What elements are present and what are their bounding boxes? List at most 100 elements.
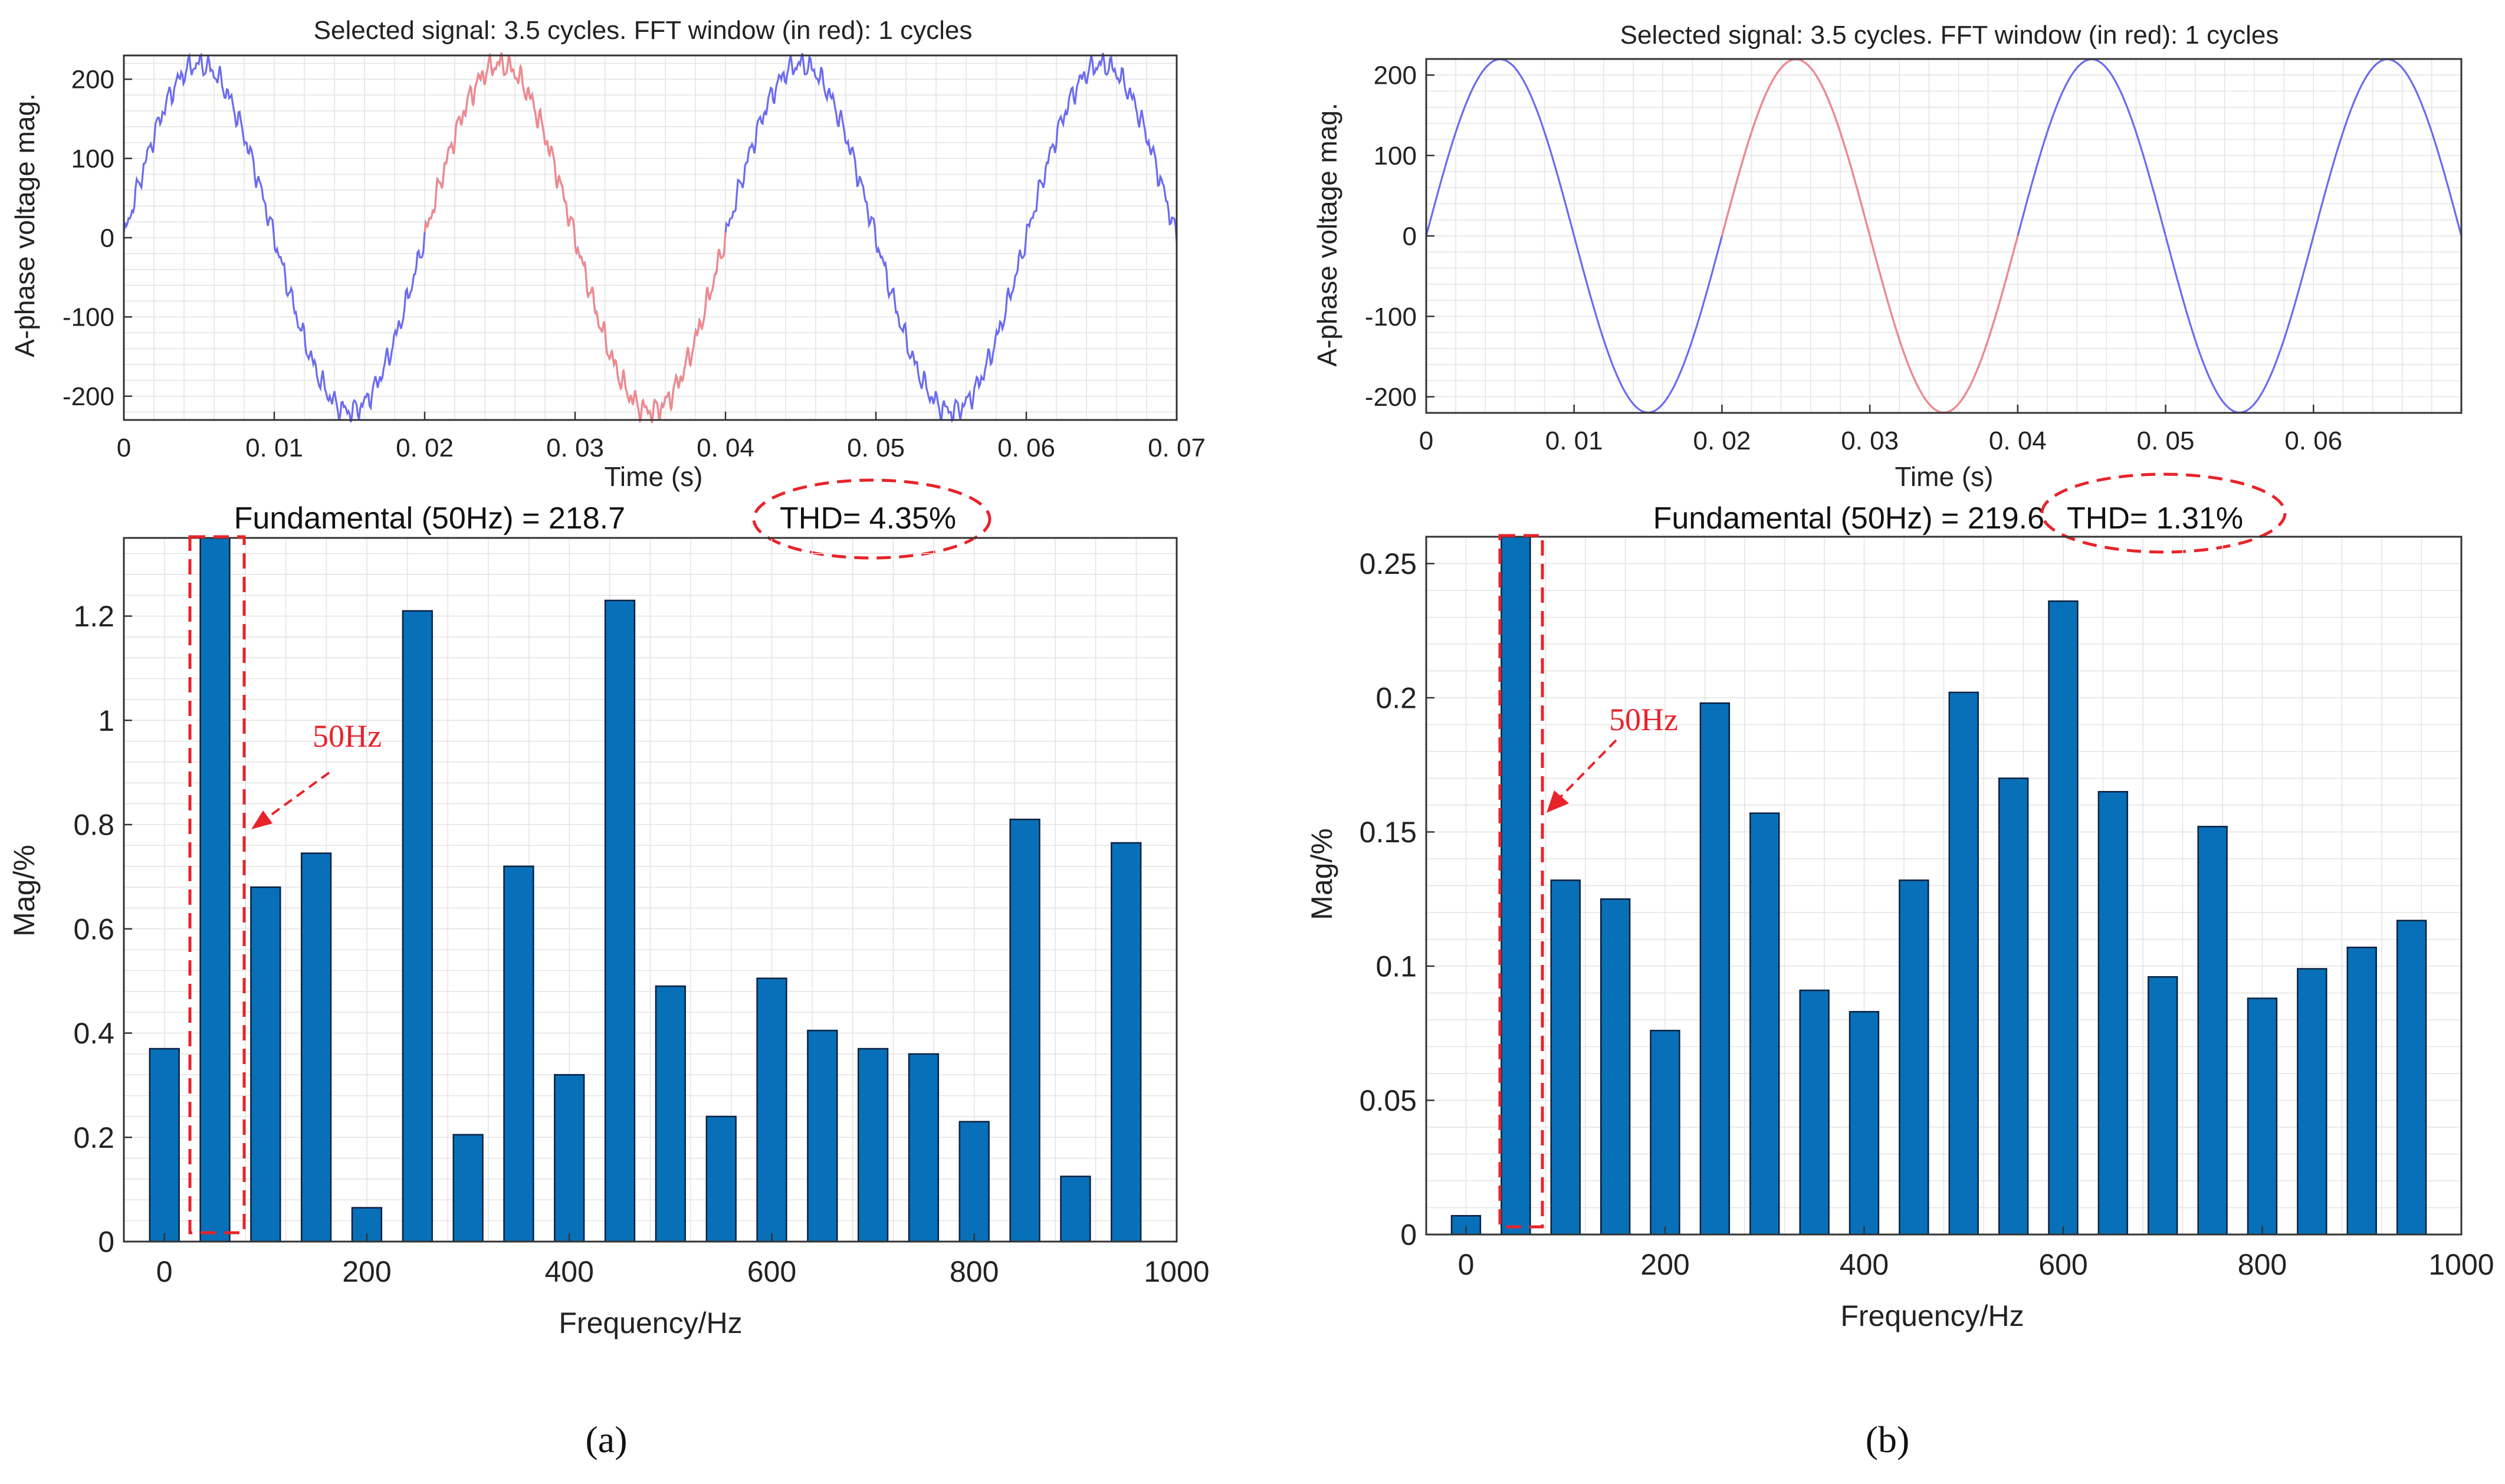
y-tick-label: 0 — [1400, 1219, 1417, 1252]
x-tick-label: 400 — [544, 1255, 593, 1288]
bar-300hz — [1749, 812, 1780, 1236]
bar-400hz — [1849, 1011, 1880, 1236]
panel-b-time-axes-box — [1425, 58, 2463, 414]
bar-100hz — [1550, 879, 1581, 1236]
x-tick-label: 0. 02 — [1693, 426, 1751, 455]
bar-150hz — [300, 852, 332, 1243]
panel-b-thd-highlight — [2040, 472, 2287, 554]
y-tick-label: -100 — [63, 303, 114, 332]
fft-window-line — [423, 52, 727, 423]
bar-50hz — [1501, 536, 1531, 1236]
x-tick-label: 0 — [1458, 1248, 1475, 1281]
y-tick-label: 0.4 — [73, 1017, 114, 1050]
x-tick-label: 0. 03 — [1841, 426, 1899, 455]
bar-450hz — [604, 599, 636, 1243]
x-tick-label: 0 — [156, 1255, 173, 1288]
bar-200hz — [1650, 1029, 1680, 1236]
panel-a-50hz-arrowhead — [251, 810, 273, 829]
x-tick-label: 200 — [342, 1255, 391, 1288]
x-tick-label: 800 — [950, 1255, 999, 1288]
bar-800hz — [2247, 997, 2278, 1236]
panel-a-fft-title: Fundamental (50Hz) = 218.7 — [234, 501, 625, 536]
bar-100hz — [250, 886, 281, 1243]
x-tick-label: 200 — [1640, 1248, 1689, 1281]
y-tick-label: 0.15 — [1360, 816, 1417, 849]
bar-950hz — [1111, 842, 1142, 1243]
panel-b-fft-bars — [1450, 536, 2427, 1236]
bar-300hz — [452, 1134, 484, 1243]
bar-900hz — [2346, 946, 2377, 1236]
panel-b-time-ylabel: A-phase voltage mag. — [1312, 103, 1342, 367]
x-tick-label: 0. 01 — [245, 434, 303, 462]
y-tick-label: 0.05 — [1360, 1084, 1417, 1117]
fft-window-line — [1721, 58, 2019, 414]
x-tick-label: 0. 06 — [2284, 426, 2342, 455]
y-tick-label: 100 — [71, 145, 114, 173]
bar-650hz — [2097, 791, 2129, 1236]
bar-850hz — [2297, 968, 2327, 1236]
y-tick-label: 0.2 — [1375, 682, 1417, 715]
panel-a-fft-xlabel: Frequency/Hz — [559, 1306, 742, 1339]
y-tick-label: 0.25 — [1360, 547, 1417, 580]
bar-750hz — [2197, 826, 2228, 1236]
x-tick-label: 600 — [747, 1255, 796, 1288]
panel-a-thd-value: THD= 4.35% — [780, 501, 956, 536]
panel-b-fft-ylabel: Mag/% — [1305, 828, 1338, 920]
y-tick-label: 1 — [98, 704, 114, 737]
panel-b-thd-value: THD= 1.31% — [2067, 501, 2243, 536]
bar-900hz — [1060, 1176, 1091, 1243]
y-tick-label: 0.6 — [73, 912, 114, 945]
y-tick-label: 200 — [1374, 61, 1417, 90]
panel-b-fft-axes-box — [1425, 536, 2463, 1236]
bar-150hz — [1600, 898, 1631, 1236]
y-tick-label: 0.2 — [73, 1121, 114, 1154]
x-tick-label: 0. 04 — [1989, 426, 2047, 455]
panel-a-time-axes-box — [123, 54, 1178, 421]
panel-a-fft-ylabel: Mag/% — [8, 845, 41, 937]
panel-b-fft-xlabel: Frequency/Hz — [1840, 1299, 2024, 1332]
panel-b-time-plot: Selected signal: 3.5 cycles. FFT window … — [1312, 21, 2463, 492]
bar-500hz — [1948, 691, 1979, 1236]
panel-a-fft-plot: Fundamental (50Hz) = 218.7 THD= 4.35% Ma… — [8, 478, 1210, 1339]
caption-b: (b) — [1866, 1419, 1910, 1460]
y-tick-label: 0.8 — [73, 809, 114, 842]
bar-800hz — [958, 1121, 990, 1243]
bar-250hz — [402, 610, 433, 1243]
panel-b-50hz-arrowhead — [1547, 790, 1569, 813]
x-tick-label: 0. 05 — [847, 434, 905, 462]
bar-850hz — [1009, 818, 1040, 1243]
panel-b-50hz-arrow — [1559, 739, 1617, 799]
x-tick-label: 600 — [2038, 1248, 2087, 1281]
bar-450hz — [1899, 879, 1929, 1236]
bar-600hz — [2048, 600, 2079, 1236]
x-tick-label: 0. 05 — [2137, 426, 2195, 455]
y-tick-label: 100 — [1374, 142, 1417, 170]
bar-350hz — [1799, 989, 1830, 1236]
x-tick-label: 800 — [2238, 1248, 2287, 1281]
bar-400hz — [554, 1073, 585, 1243]
bar-350hz — [503, 865, 534, 1243]
panel-b-fft-ticks: 0 200 400 600 800 1000 0 0.05 0.1 0.15 0.2 0.25 — [1360, 547, 2494, 1281]
panel-b-fft-title: Fundamental (50Hz) = 219.6 — [1653, 501, 2044, 536]
bar-700hz — [2148, 976, 2178, 1236]
y-tick-label: -200 — [1365, 383, 1417, 412]
panel-a-fft-axes-box — [123, 537, 1178, 1243]
panel-a-50hz-highlight-box — [188, 535, 246, 1235]
x-tick-label: 0 — [1419, 426, 1433, 455]
y-tick-label: -100 — [1365, 303, 1417, 331]
y-tick-label: 1.2 — [73, 600, 114, 633]
panel-b-time-grid — [1426, 58, 2461, 413]
bar-950hz — [2396, 920, 2427, 1236]
bar-50hz — [199, 537, 231, 1243]
bar-550hz — [1998, 777, 2029, 1236]
y-tick-label: 0 — [98, 1226, 114, 1259]
panel-b-time-title: Selected signal: 3.5 cycles. FFT window … — [1620, 21, 2279, 50]
x-tick-label: 0 — [117, 434, 131, 462]
panel-b-time-xlabel: Time (s) — [1895, 461, 1994, 492]
panel-a-50hz-arrow — [263, 771, 330, 821]
panel-a-50hz-label: 50Hz — [313, 718, 382, 754]
y-tick-label: 0 — [100, 224, 114, 252]
panel-a-time-title: Selected signal: 3.5 cycles. FFT window … — [314, 16, 973, 45]
x-tick-label: 0. 03 — [546, 434, 604, 462]
x-tick-label: 0. 04 — [697, 434, 754, 462]
